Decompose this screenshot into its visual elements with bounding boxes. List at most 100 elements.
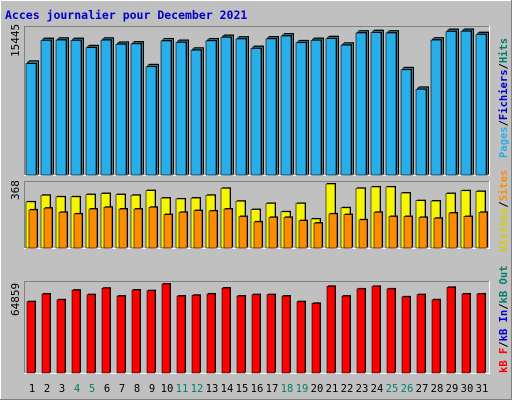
day-label: 15 <box>236 383 249 395</box>
pages-bar-day-17 <box>265 38 277 176</box>
day-label: 25 <box>386 383 399 395</box>
pages-bar-day-12 <box>190 49 202 176</box>
kbytes-bar-day-21 <box>326 286 336 374</box>
pages-bar-day-24 <box>370 32 382 176</box>
sites-bar-day-23 <box>358 219 368 249</box>
sites-bar-day-18 <box>283 217 293 249</box>
day-label: 4 <box>74 383 80 395</box>
day-label: 19 <box>296 383 309 395</box>
kbytes-bar-day-9 <box>146 290 156 374</box>
sites-bar-day-20 <box>313 222 323 249</box>
sites-bar-day-26 <box>403 216 413 249</box>
kbytes-bar-day-20 <box>311 303 321 374</box>
pages-bar-day-6 <box>100 39 112 176</box>
bottom-panel-bars <box>26 282 486 374</box>
legend-pages-fichiers-hits: Pages/Fichiers/Hits <box>498 38 510 158</box>
pages-bar-day-22 <box>340 44 352 176</box>
pages-bar-day-19 <box>295 42 307 176</box>
kbytes-bar-day-4 <box>71 289 81 374</box>
kbytes-bar-day-22 <box>341 295 351 374</box>
sites-bar-day-27 <box>418 217 428 249</box>
day-label: 8 <box>134 383 140 395</box>
legend-entry: kB Out <box>498 266 510 304</box>
legend-entry: Visites <box>498 208 510 252</box>
sites-bar-day-6 <box>103 207 113 249</box>
kbytes-bar-day-31 <box>476 293 486 374</box>
day-label: 13 <box>206 383 219 395</box>
sites-bar-day-16 <box>253 221 263 249</box>
pages-bar-day-7 <box>115 43 127 176</box>
sites-bar-day-15 <box>238 216 248 249</box>
sites-bar-day-13 <box>208 210 218 249</box>
kbytes-bar-day-14 <box>221 287 231 374</box>
pages-bar-day-1 <box>25 63 37 176</box>
bottom-panel-max-label: 64859 <box>9 283 22 316</box>
kbytes-bar-day-17 <box>266 294 276 374</box>
legend-kbytes: kB F/kB In/kB Out <box>498 266 510 374</box>
pages-bar-day-29 <box>445 31 457 176</box>
sites-bar-day-22 <box>343 214 353 249</box>
pages-bar-day-31 <box>475 34 487 176</box>
kbytes-bar-day-23 <box>356 288 366 374</box>
kbytes-bar-day-24 <box>371 286 381 374</box>
day-label: 16 <box>251 383 264 395</box>
legend-entry: kB In <box>498 310 510 342</box>
day-label: 14 <box>221 383 234 395</box>
day-label: 27 <box>416 383 429 395</box>
pages-bar-day-30 <box>460 31 472 176</box>
pages-bar-day-8 <box>130 43 142 176</box>
pages-bar-day-16 <box>250 48 262 176</box>
kbytes-bar-day-3 <box>56 299 66 374</box>
kbytes-bar-day-29 <box>446 287 456 374</box>
kbytes-bar-day-16 <box>251 294 261 374</box>
x-axis-day-labels: 1 2 3 4 5 6 7 8 9 10 11 12 13 14 15 16 17 18 19 20 21 22 23 24 2… <box>29 383 488 395</box>
top-panel-bars <box>25 28 489 176</box>
day-label: 11 <box>176 383 189 395</box>
sites-bar-day-24 <box>373 212 383 249</box>
legend-entry: Sites <box>498 170 510 202</box>
kbytes-bar-day-6 <box>101 287 111 374</box>
kbytes-bar-day-25 <box>386 288 396 374</box>
chart-title: Acces journalier pour December 2021 <box>5 8 247 22</box>
pages-bar-day-25 <box>385 32 397 176</box>
pages-bar-day-18 <box>280 35 292 176</box>
day-label: 2 <box>44 383 50 395</box>
pages-bar-day-21 <box>325 38 337 176</box>
day-label: 10 <box>161 383 174 395</box>
kbytes-bar-day-2 <box>41 293 51 374</box>
kbytes-bar-day-11 <box>176 295 186 374</box>
kbytes-bar-day-18 <box>281 295 291 374</box>
legend-visites-sites: Visites/Sites <box>498 170 510 252</box>
sites-bar-day-11 <box>178 212 188 249</box>
sites-bar-day-5 <box>88 208 98 249</box>
sites-bar-day-9 <box>148 207 158 249</box>
day-label: 18 <box>281 383 294 395</box>
pages-bar-day-23 <box>355 32 367 176</box>
day-label: 28 <box>431 383 444 395</box>
sites-bar-day-28 <box>433 217 443 249</box>
sites-bar-day-21 <box>328 213 338 249</box>
sites-bar-day-4 <box>73 213 83 249</box>
pages-bar-day-20 <box>310 40 322 176</box>
kbytes-bar-day-30 <box>461 293 471 374</box>
legend-entry: / <box>498 63 510 69</box>
sites-bar-day-19 <box>298 220 308 249</box>
pages-bar-day-14 <box>220 37 232 176</box>
day-label: 6 <box>104 383 110 395</box>
kbytes-bar-day-19 <box>296 301 306 374</box>
day-label: 23 <box>356 383 369 395</box>
legend-pages-fichiers-hits-text: Pages/Fichiers/Hits <box>498 38 510 158</box>
pages-bar-day-9 <box>145 66 157 176</box>
sites-bar-day-8 <box>133 208 143 249</box>
day-label: 5 <box>89 383 95 395</box>
pages-bar-day-5 <box>85 47 97 176</box>
sites-bar-day-25 <box>388 216 398 249</box>
kbytes-bar-day-13 <box>206 293 216 374</box>
day-label: 17 <box>266 383 279 395</box>
sites-bar-day-14 <box>223 208 233 249</box>
sites-bar-day-10 <box>163 214 173 249</box>
pages-bar-day-4 <box>70 40 82 176</box>
legend-entry: Pages <box>498 126 510 158</box>
